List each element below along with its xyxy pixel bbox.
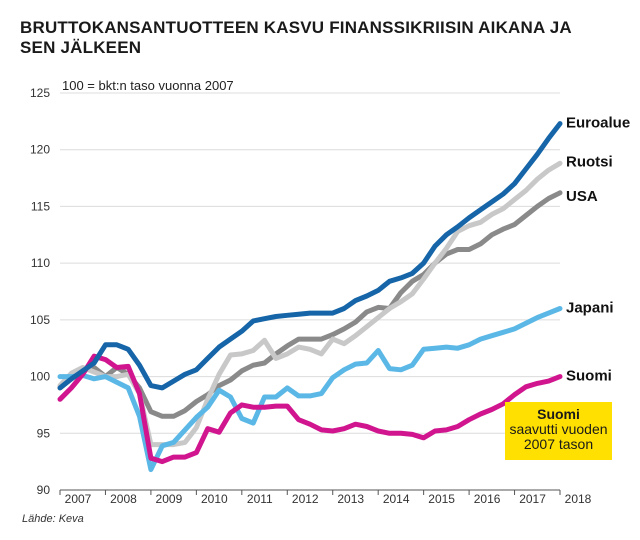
y-tick-label: 120 [30, 143, 50, 157]
y-tick-label: 90 [37, 483, 51, 497]
series-label-japani: Japani [566, 300, 614, 317]
series-line-japani [57, 306, 563, 473]
unit-label: 100 = bkt:n taso vuonna 2007 [62, 78, 234, 93]
series-lines [57, 121, 563, 473]
x-axis-ticks: 2007 2008 2009 2010 2011 2012 2013 2014 2015 2016… [59, 489, 592, 506]
series-label-ruotsi: Ruotsi [566, 153, 613, 170]
x-tick-label: 2008 [110, 492, 137, 506]
x-tick-label: 2007 [65, 492, 92, 506]
x-tick-label: 2010 [201, 492, 228, 506]
x-tick-label: 2012 [292, 492, 319, 506]
suomi-callout: Suomi saavutti vuoden 2007 tason [505, 402, 612, 460]
series-label-usa: USA [566, 188, 598, 205]
x-tick-label: 2016 [474, 492, 501, 506]
y-tick-label: 105 [30, 313, 50, 327]
callout-title: Suomi [537, 406, 580, 422]
series-labels: Euroalue Ruotsi USA Japani Suomi [566, 115, 630, 385]
series-line-usa [57, 190, 563, 419]
x-tick-label: 2018 [565, 492, 592, 506]
x-tick-label: 2015 [428, 492, 455, 506]
chart-title: BRUTTOKANSANTUOTTEEN KASVU FINANSSIKRIIS… [20, 18, 572, 57]
y-tick-label: 125 [30, 86, 50, 100]
series-line-euroalue [57, 121, 563, 391]
gridlines [60, 92, 560, 491]
x-tick-label: 2017 [519, 492, 546, 506]
x-tick-label: 2009 [156, 492, 183, 506]
y-tick-label: 110 [31, 256, 50, 270]
series-label-euroalue: Euroalue [566, 115, 630, 132]
y-tick-label: 115 [31, 199, 50, 213]
series-label-suomi: Suomi [566, 368, 612, 385]
x-tick-label: 2014 [383, 492, 410, 506]
y-tick-label: 100 [30, 370, 50, 384]
x-tick-label: 2013 [337, 492, 364, 506]
source-note: Lähde: Keva [22, 513, 84, 525]
x-tick-label: 2011 [247, 492, 273, 506]
y-tick-label: 95 [37, 426, 51, 440]
callout-text: saavutti vuoden 2007 tason [509, 421, 608, 452]
y-axis-ticks: 125 120 115 110 105 100 95 90 [30, 86, 50, 497]
series-line-suomi [57, 353, 563, 465]
